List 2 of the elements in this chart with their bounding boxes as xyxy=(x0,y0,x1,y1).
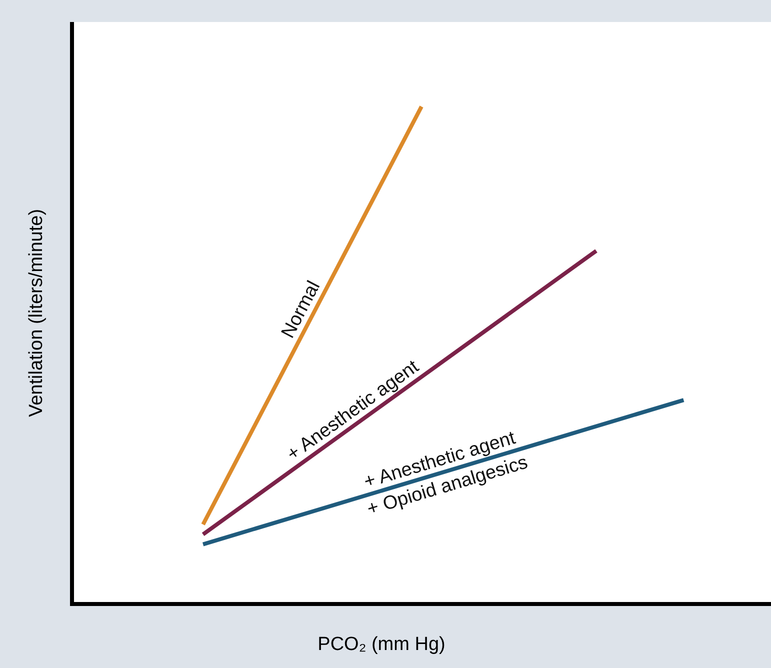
x-axis-title: PCO₂ (mm Hg) xyxy=(318,634,446,655)
y-axis-title: Ventilation (liters/minute) xyxy=(26,208,47,418)
